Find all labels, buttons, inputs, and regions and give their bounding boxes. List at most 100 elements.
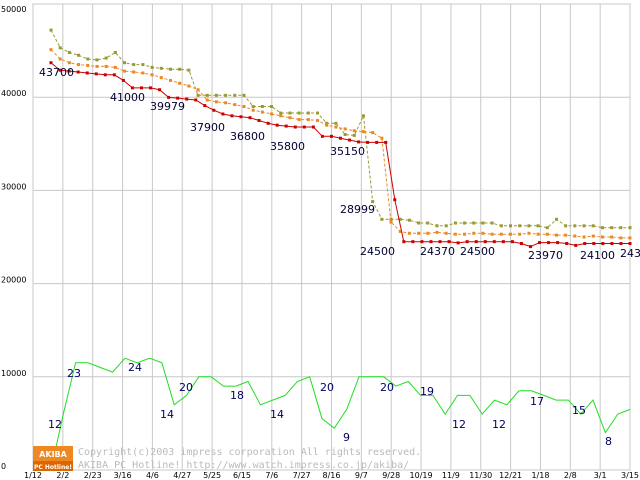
data-point: [49, 48, 53, 52]
data-point: [499, 232, 503, 236]
data-point: [279, 114, 283, 118]
data-point: [456, 241, 460, 245]
data-point: [311, 125, 315, 129]
data-point: [564, 224, 568, 228]
data-point: [168, 67, 172, 71]
data-point: [95, 64, 99, 68]
data-point: [538, 241, 542, 245]
data-point: [334, 125, 338, 129]
shop-count-label: 23: [67, 367, 81, 380]
data-point: [610, 226, 614, 230]
data-point: [49, 61, 53, 65]
data-point: [214, 93, 218, 97]
data-point: [251, 105, 255, 109]
data-point: [519, 242, 523, 246]
data-point: [242, 105, 246, 109]
data-point: [501, 240, 505, 244]
data-point: [178, 81, 182, 85]
y-tick-label: 50000: [1, 5, 26, 14]
chart-series: [49, 28, 632, 471]
data-point: [185, 97, 189, 101]
x-tick-label: 3/1: [594, 471, 607, 480]
price-label: 35150: [330, 145, 365, 158]
data-point: [490, 221, 494, 225]
data-point: [288, 111, 292, 115]
data-point: [610, 235, 614, 239]
data-point: [573, 234, 577, 238]
data-point: [123, 61, 127, 65]
data-point: [288, 116, 292, 120]
shop-count-label: 12: [48, 418, 62, 431]
x-tick-label: 7/6: [265, 471, 278, 480]
data-point: [545, 232, 549, 236]
x-tick-label: 11/30: [469, 471, 492, 480]
data-point: [417, 231, 421, 235]
data-point: [113, 65, 117, 69]
data-point: [375, 140, 379, 144]
logo-bottom-bg: [33, 461, 73, 471]
data-point: [628, 242, 632, 246]
price-label: 23970: [528, 249, 563, 262]
data-point: [600, 235, 604, 239]
data-point: [371, 200, 375, 204]
data-point: [132, 70, 136, 74]
data-point: [187, 84, 191, 88]
shop-count-label: 20: [179, 381, 193, 394]
data-point: [463, 221, 467, 225]
data-point: [352, 129, 356, 133]
data-point: [205, 93, 209, 97]
x-tick-label: 11/9: [442, 471, 460, 480]
x-tick-label: 9/28: [382, 471, 400, 480]
x-tick-label: 4/6: [146, 471, 159, 480]
series-line-price-average: [50, 49, 630, 239]
x-tick-label: 7/27: [293, 471, 311, 480]
data-point: [141, 63, 145, 67]
data-point: [357, 140, 361, 144]
data-point: [77, 63, 81, 67]
data-point: [196, 93, 200, 97]
data-point: [214, 100, 218, 104]
data-point: [58, 46, 62, 50]
data-point: [348, 138, 352, 142]
data-point: [510, 240, 514, 244]
x-tick-label: 10/19: [410, 471, 433, 480]
data-point: [407, 218, 411, 222]
data-point: [94, 72, 98, 76]
series-price-average: [49, 48, 632, 240]
shop-count-label: 19: [420, 385, 434, 398]
data-point: [159, 66, 163, 70]
y-tick-label: 20000: [1, 276, 26, 285]
data-point: [380, 136, 384, 140]
data-point: [474, 240, 478, 244]
data-point: [139, 86, 143, 90]
shop-count-label: 9: [343, 431, 350, 444]
price-label: 37900: [190, 121, 225, 134]
copyright-line1: Copyright(c)2003 impress corporation All…: [78, 447, 421, 458]
series-price-high: [49, 28, 632, 230]
data-point: [270, 112, 274, 116]
price-label: 43700: [39, 66, 74, 79]
data-point: [547, 241, 551, 245]
price-label: 24370: [420, 245, 455, 258]
data-point: [444, 231, 448, 235]
logo-top-bg: [33, 446, 73, 461]
data-point: [150, 65, 154, 69]
data-point: [453, 221, 457, 225]
data-point: [564, 233, 568, 237]
data-point: [582, 224, 586, 228]
x-axis-ticks: 1/12 2/2 2/23 3/16 4/6 4/27 5/25 6/15 7/6 7/27 8/1…: [24, 471, 639, 480]
data-point: [435, 224, 439, 228]
data-point: [334, 121, 338, 125]
shop-count-label: 20: [320, 381, 334, 394]
data-point: [554, 233, 558, 237]
data-point: [628, 226, 632, 230]
x-tick-label: 3/15: [621, 471, 639, 480]
data-point: [275, 123, 279, 127]
data-point: [361, 130, 365, 134]
data-point: [251, 108, 255, 112]
data-point: [574, 243, 578, 247]
data-point: [306, 111, 310, 115]
data-point: [86, 64, 90, 68]
data-point: [366, 140, 370, 144]
